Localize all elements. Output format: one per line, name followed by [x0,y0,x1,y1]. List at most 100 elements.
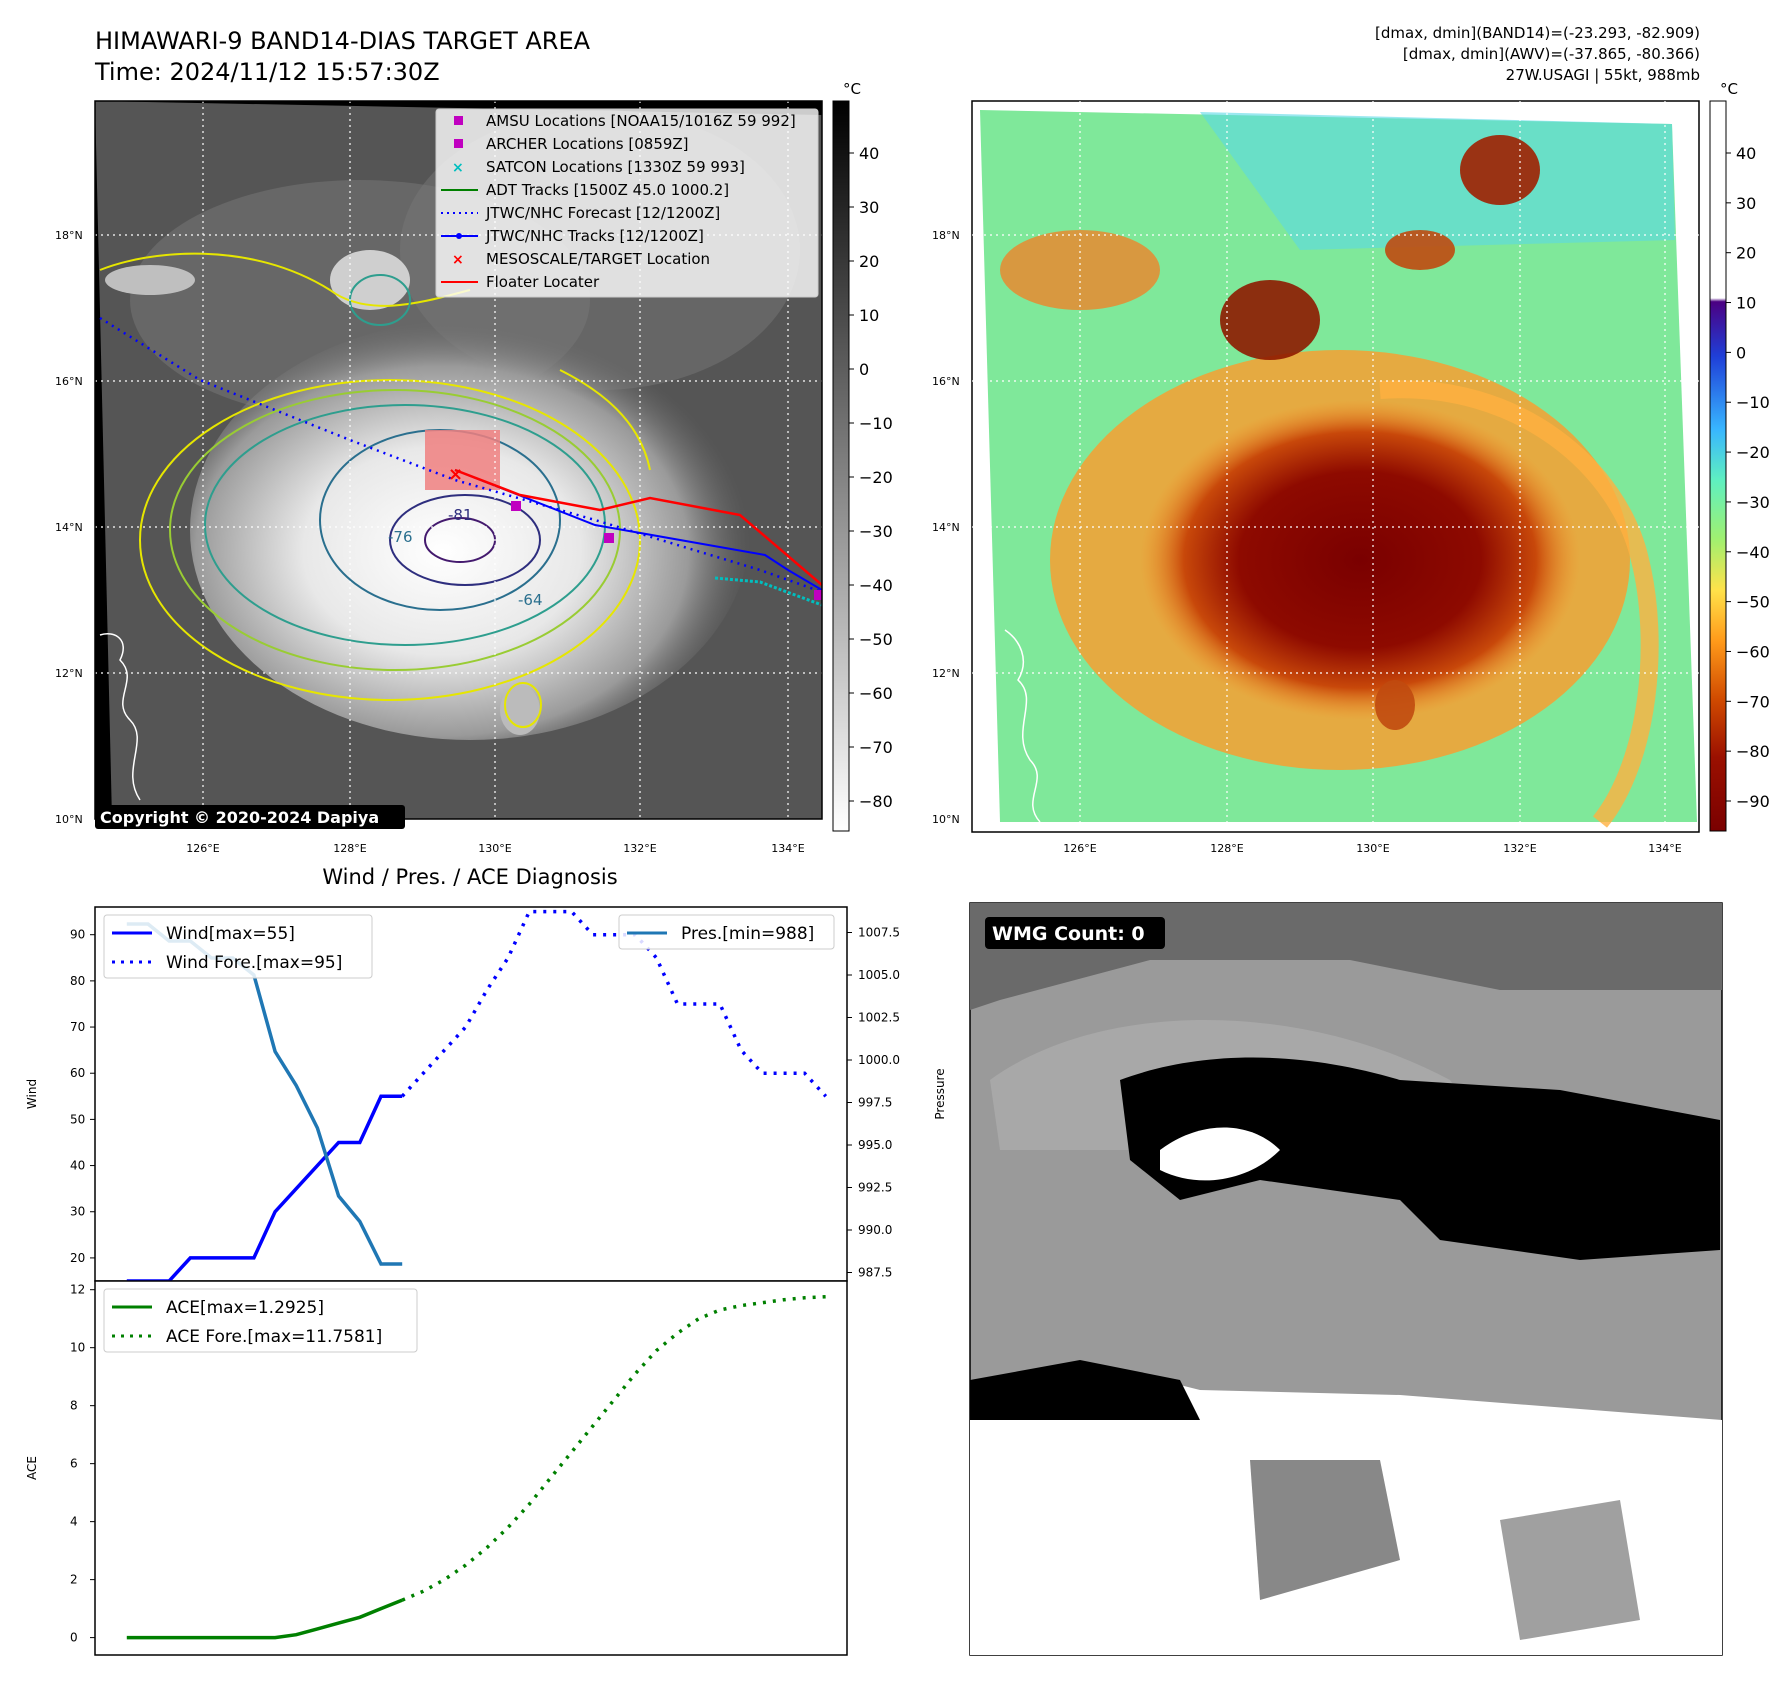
map2-lat-labels: 18°N 16°N 14°N 12°N 10°N [932,229,960,826]
archer-marker [604,533,614,543]
floater-track [454,468,822,586]
svg-text:132°E: 132°E [623,842,656,855]
colorbar-tick-label: −10 [1736,393,1770,412]
storm-info: 27W.USAGI | 55kt, 988mb [1506,66,1700,84]
legend-marker [454,116,463,125]
colorbar-tick-label: 0 [859,360,869,379]
colorbar-tick-label: −60 [1736,642,1770,661]
colorbar-tick-label: −70 [859,738,893,757]
colorbar-tick-label: −50 [859,630,893,649]
legend-marker [454,139,463,148]
axis-tick-label: 1005.0 [858,968,900,982]
svg-text:130°E: 130°E [1356,842,1389,855]
axis-tick-label: 30 [70,1205,85,1219]
colorbar-tick-label: 20 [1736,244,1756,263]
svg-text:14°N: 14°N [932,521,960,534]
figure-time: Time: 2024/11/12 15:57:30Z [94,58,440,86]
axis-tick-label: 8 [70,1399,78,1413]
axis-tick-label: 992.5 [858,1181,892,1195]
coastline [99,633,141,801]
legend-label: ACE[max=1.2925] [166,1298,324,1318]
svg-text:18°N: 18°N [932,229,960,242]
diagnosis-title: Wind / Pres. / ACE Diagnosis [322,865,617,889]
svg-text:130°E: 130°E [478,842,511,855]
legend-label: JTWC/NHC Forecast [12/1200Z] [485,204,720,222]
colorbar-tick-label: −90 [1736,792,1770,811]
colorbar-tick-label: 0 [1736,343,1746,362]
wind-ylabel: Wind [25,1079,39,1109]
axis-tick-label: 987.5 [858,1266,892,1280]
legend-label: Floater Locater [486,273,600,291]
gray-colorbar: °C 40 30 20 10 0 −10 −20 −30 −40 −50 −60 −70 −80 [832,80,893,832]
map-legend: AMSU Locations [NOAA15/1016Z 59 992] ARCH… [435,108,819,298]
legend-label: AMSU Locations [NOAA15/1016Z 59 992] [486,112,796,130]
colorbar-tick-label: −40 [1736,543,1770,562]
legend-label: SATCON Locations [1330Z 59 993] [486,158,745,176]
svg-text:10°N: 10°N [55,813,83,826]
map2-lon-labels: 126°E 128°E 130°E 132°E 134°E [1063,842,1681,855]
copyright: Copyright © 2020-2024 Dapiya [100,808,379,827]
axis-tick-label: 12 [70,1283,85,1297]
wmg-panel: WMG Count: 0 [969,902,1723,1656]
svg-text:14°N: 14°N [55,521,83,534]
graticule [95,101,822,819]
legend-marker: × [452,160,464,176]
coastline [1004,629,1041,823]
svg-text:126°E: 126°E [186,842,219,855]
ace-legend: ACE[max=1.2925] ACE Fore.[max=11.7581] [103,1288,418,1353]
axis-tick-label: 80 [70,974,85,988]
awv-range: [dmax, dmin](AWV)=(-37.865, -80.366) [1403,45,1700,63]
wind-legend: Wind[max=55] Wind Fore.[max=95] [103,914,373,979]
contour-label: -64 [518,591,543,609]
wmg-count: WMG Count: 0 [992,923,1145,945]
axis-tick-label: 10 [70,1341,85,1355]
axis-tick-label: 1002.5 [858,1011,900,1025]
axis-tick-label: 2 [70,1573,78,1587]
colorbar-tick-label: 10 [859,306,879,325]
colorbar-unit: °C [843,80,861,98]
axis-tick-label: 995.0 [858,1138,892,1152]
svg-text:132°E: 132°E [1503,842,1536,855]
legend-marker: × [452,252,464,268]
svg-text:12°N: 12°N [55,667,83,680]
colorbar-tick-label: −30 [859,522,893,541]
band14-range: [dmax, dmin](BAND14)=(-23.293, -82.909) [1375,24,1700,42]
legend-label: MESOSCALE/TARGET Location [486,250,710,268]
wind-pres-chart: Wind Pressure 90 80 70 60 50 40 30 20 1007.5 100… [25,906,947,1283]
colorbar-tick-label: −10 [859,414,893,433]
axis-tick-label: 40 [70,1159,85,1173]
figure-title: HIMAWARI-9 BAND14-DIAS TARGET AREA [95,27,591,55]
axis-tick-label: 6 [70,1457,78,1471]
svg-text:128°E: 128°E [333,842,366,855]
axis-tick-label: 997.5 [858,1096,892,1110]
axis-tick-label: 50 [70,1112,85,1126]
colorbar-tick-label: 30 [859,198,879,217]
axis-tick-label: 990.0 [858,1223,892,1237]
floater-box [425,430,500,490]
axis-tick-label: 0 [70,1631,78,1645]
colorbar-tick-label: −50 [1736,593,1770,612]
graticule [972,101,1699,832]
svg-text:16°N: 16°N [55,375,83,388]
map1-lat-labels: 18°N 16°N 14°N 12°N 10°N [55,229,83,826]
color-map-panel: 18°N 16°N 14°N 12°N 10°N 126°E 128°E 130… [932,100,1700,855]
axis-tick-label: 20 [70,1251,85,1265]
svg-text:126°E: 126°E [1063,842,1096,855]
legend-label: ACE Fore.[max=11.7581] [166,1327,382,1347]
colorbar-tick-label: −30 [1736,493,1770,512]
map1-lon-labels: 126°E 128°E 130°E 132°E 134°E [186,842,804,855]
colorbar-tick-label: −80 [859,792,893,811]
colorbar-tick-label: 10 [1736,294,1756,313]
ace-ylabel: ACE [25,1456,39,1480]
svg-text:18°N: 18°N [55,229,83,242]
colorbar-unit: °C [1720,80,1738,98]
amsu-marker [511,501,521,511]
axis-tick-label: 1000.0 [858,1053,900,1067]
legend-label: Wind Fore.[max=95] [166,953,342,973]
ace-chart: ACE 12 10 8 6 4 2 0 ACE[max=1.2925] ACE Fore.[… [25,1280,848,1656]
colorbar-tick-label: 20 [859,252,879,271]
colorbar-tick-label: 40 [1736,144,1756,163]
legend-label: Wind[max=55] [166,924,295,944]
colorbar-tick-label: −20 [1736,443,1770,462]
legend-marker [456,233,462,239]
